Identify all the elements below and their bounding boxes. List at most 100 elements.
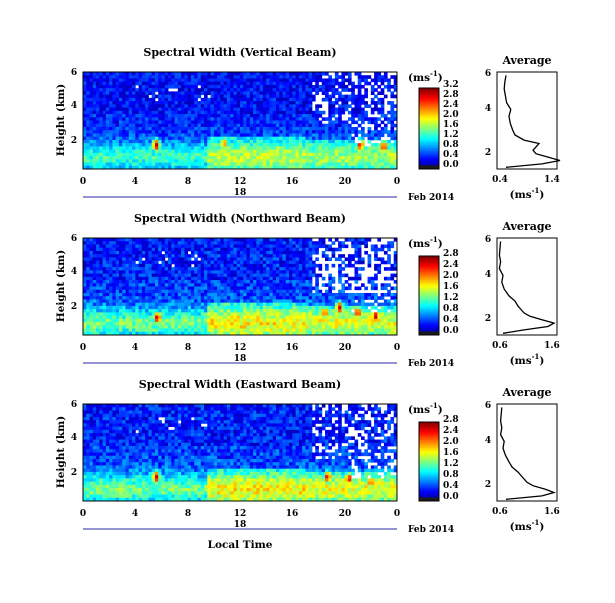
heatmap-cell	[132, 108, 136, 112]
heatmap-cell	[250, 133, 254, 137]
heatmap-cell	[315, 153, 319, 157]
heatmap-cell	[106, 274, 110, 278]
heatmap-cell	[152, 137, 156, 141]
heatmap-cell	[319, 325, 323, 329]
heatmap-cell	[109, 108, 113, 112]
heatmap-cell	[155, 280, 159, 284]
heatmap-cell	[243, 244, 247, 248]
heatmap-cell	[348, 88, 352, 92]
heatmap-cell	[283, 283, 287, 287]
heatmap-cell	[263, 290, 267, 294]
heatmap-cell	[211, 309, 215, 313]
heatmap-cell	[106, 111, 110, 115]
heatmap-cell	[99, 267, 103, 271]
heatmap-cell	[243, 140, 247, 144]
heatmap-cell	[135, 293, 139, 297]
heatmap-cell	[119, 95, 123, 99]
heatmap-cell	[214, 309, 218, 313]
heatmap-cell	[175, 153, 179, 157]
heatmap-cell	[305, 150, 309, 154]
heatmap-cell	[132, 111, 136, 115]
heatmap-cell	[286, 78, 290, 82]
heatmap-cell	[269, 264, 273, 268]
heatmap-cell	[96, 153, 100, 157]
heatmap-cell	[309, 98, 313, 102]
heatmap-cell	[250, 274, 254, 278]
heatmap-cell	[322, 241, 326, 245]
heatmap-cell	[178, 254, 182, 258]
heatmap-cell	[292, 137, 296, 141]
heatmap-cell	[126, 150, 130, 154]
heatmap-cell	[126, 274, 130, 278]
heatmap-cell	[142, 114, 146, 118]
heatmap-cell	[191, 114, 195, 118]
heatmap-cell	[204, 329, 208, 333]
heatmap-cell	[328, 150, 332, 154]
heatmap-cell	[86, 251, 90, 255]
heatmap-cell	[315, 316, 319, 320]
heatmap-cell	[247, 241, 251, 245]
heatmap-cell	[122, 251, 126, 255]
heatmap-cell	[269, 146, 273, 150]
heatmap-cell	[83, 309, 87, 313]
heatmap-cell	[204, 244, 208, 248]
heatmap-cell	[204, 75, 208, 79]
heatmap-cell	[227, 290, 231, 294]
heatmap-cell	[319, 121, 323, 125]
heatmap-cell	[168, 101, 172, 105]
heatmap-cell	[283, 133, 287, 137]
heatmap-cell	[132, 75, 136, 79]
heatmap-cell	[148, 238, 152, 242]
heatmap-cell	[181, 114, 185, 118]
heatmap-cell	[273, 319, 277, 323]
heatmap-cell	[253, 299, 257, 303]
heatmap-cell	[240, 159, 244, 163]
heatmap-cell	[289, 296, 293, 300]
heatmap-cell	[90, 159, 94, 163]
heatmap-cell	[364, 111, 368, 115]
heatmap-cell	[286, 117, 290, 121]
heatmap-cell	[211, 329, 215, 333]
heatmap-cell	[90, 72, 94, 76]
heatmap-cell	[188, 114, 192, 118]
heatmap-cell	[122, 156, 126, 160]
heatmap-cell	[83, 111, 87, 115]
heatmap-cell	[152, 91, 156, 95]
heatmap-cell	[322, 124, 326, 128]
heatmap-cell	[351, 146, 355, 150]
heatmap-cell	[237, 98, 241, 102]
heatmap-cell	[319, 296, 323, 300]
heatmap-cell	[230, 316, 234, 320]
heatmap-cell	[276, 306, 280, 310]
heatmap-cell	[377, 98, 381, 102]
heatmap-cell	[299, 104, 303, 108]
heatmap-cell	[332, 143, 336, 147]
heatmap-cell	[237, 163, 241, 167]
heatmap-cell	[253, 137, 257, 141]
heatmap-cell	[286, 133, 290, 137]
heatmap-cell	[181, 283, 185, 287]
heatmap-cell	[126, 303, 130, 307]
heatmap-cell	[181, 124, 185, 128]
heatmap-cell	[135, 257, 139, 261]
heatmap-cell	[351, 150, 355, 154]
heatmap-cell	[289, 75, 293, 79]
heatmap-cell	[250, 98, 254, 102]
heatmap-cell	[112, 283, 116, 287]
heatmap-cell	[283, 280, 287, 284]
heatmap-cell	[289, 98, 293, 102]
heatmap-cell	[312, 114, 316, 118]
heatmap-cell	[162, 159, 166, 163]
heatmap-cell	[233, 293, 237, 297]
heatmap-cell	[253, 156, 257, 160]
heatmap-cell	[384, 156, 388, 160]
heatmap-cell	[292, 146, 296, 150]
heatmap-cell	[240, 257, 244, 261]
heatmap-cell	[201, 163, 205, 167]
heatmap-cell	[197, 117, 201, 121]
heatmap-cell	[312, 146, 316, 150]
heatmap-cell	[315, 296, 319, 300]
heatmap-cell	[263, 270, 267, 274]
heatmap-cell	[217, 163, 221, 167]
heatmap-cell	[181, 101, 185, 105]
